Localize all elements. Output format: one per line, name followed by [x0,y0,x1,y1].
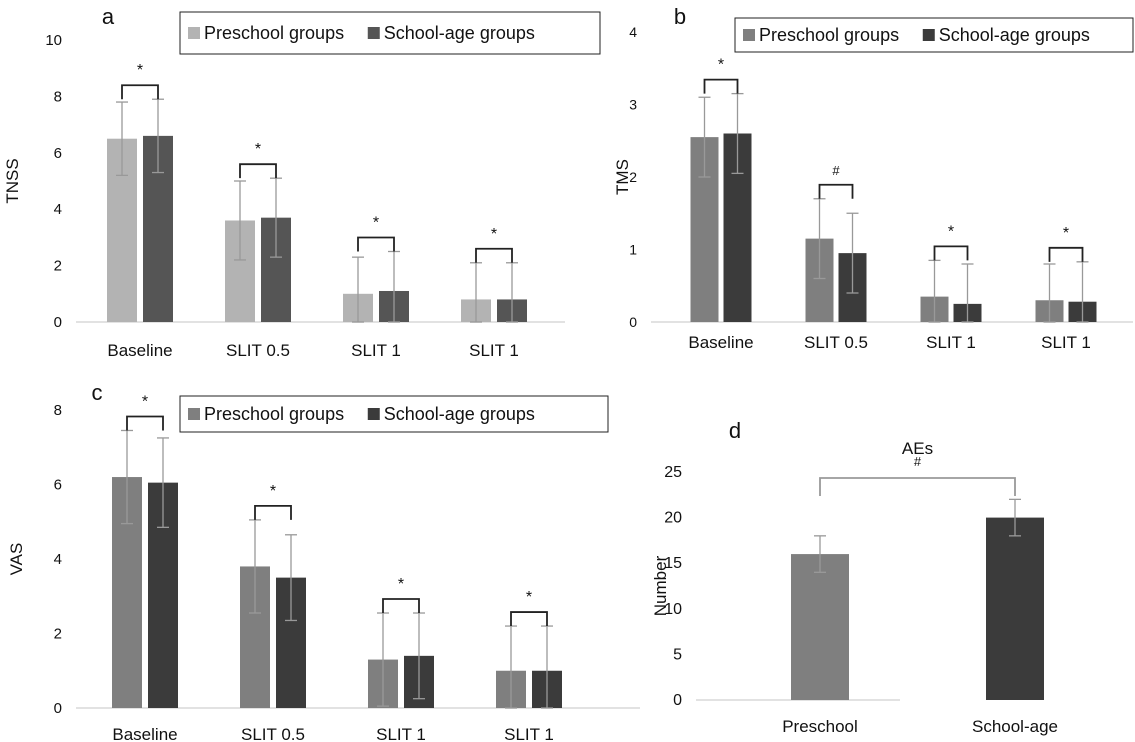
y-tick-label: 20 [664,510,682,527]
y-tick-label: 2 [54,258,62,275]
panel-letter: d [729,418,741,443]
y-tick-label: 4 [54,201,62,218]
bar [791,554,849,700]
significance-bracket [357,236,395,252]
y-axis-label: TMS [613,159,632,195]
y-tick-label: 10 [45,32,62,49]
x-tick-label: School-age [972,717,1058,736]
y-tick-label: 3 [629,97,637,113]
y-axis-label: Number [651,555,670,616]
x-tick-label: SLIT 1 [376,725,426,742]
significance-marker: * [142,393,148,410]
x-tick-label: Baseline [688,333,753,352]
y-tick-label: 10 [664,601,682,618]
legend-label: Preschool groups [759,25,899,45]
y-tick-label: 0 [54,700,62,717]
significance-bracket [239,163,277,179]
x-tick-label: Baseline [112,725,177,742]
x-tick-label: SLIT 1 [351,341,401,360]
y-tick-label: 5 [673,646,682,663]
x-tick-label: Baseline [107,341,172,360]
significance-bracket [703,78,739,94]
y-tick-label: 15 [664,555,682,572]
y-tick-label: 8 [54,402,62,419]
significance-marker: * [398,576,404,593]
significance-bracket [510,611,548,627]
y-tick-label: 8 [54,88,62,105]
legend-box [179,395,609,433]
y-tick-label: 4 [54,551,62,568]
y-tick-label: 2 [54,626,62,643]
significance-marker: # [914,454,922,469]
y-tick-label: 0 [54,314,62,331]
y-tick-label: 0 [673,692,682,709]
legend-swatch [188,408,200,420]
chart-title: AEs [902,439,933,458]
legend-label: School-age groups [384,23,535,43]
significance-bracket [818,183,854,199]
x-tick-label: SLIT 0.5 [241,725,305,742]
panel-b-tms-chart: b TMS 0 1 2 3 4 Baseline * SLIT 0.5 # SLIT 1 * SLIT 1… [613,4,1134,352]
y-axis-label: VAS [7,543,26,576]
legend-swatch [743,29,755,41]
significance-marker: * [948,223,954,240]
significance-bracket [933,245,969,261]
panel-letter: c [92,380,103,405]
legend-label: Preschool groups [204,404,344,424]
panel-letter: b [674,4,686,29]
legend-label: Preschool groups [204,23,344,43]
significance-marker: * [270,483,276,500]
y-tick-label: 25 [664,464,682,481]
y-tick-label: 6 [54,477,62,494]
panel-a-tnss-chart: a TNSS 0 2 4 6 8 10 Baseline * SLIT 0.5 * SLIT 1 * SLI… [3,4,601,360]
y-tick-label: 2 [629,169,637,185]
y-tick-label: 1 [629,242,637,258]
y-axis-label: TNSS [3,158,22,203]
significance-marker: * [526,589,532,606]
legend-label: School-age groups [384,404,535,424]
significance-bracket [819,477,1016,496]
panel-letter: a [102,4,115,29]
significance-marker: * [718,57,724,74]
legend-swatch [367,408,380,420]
significance-bracket [121,84,159,100]
panel-c-vas-chart: c VAS 0 2 4 6 8 Baseline * SLIT 0.5 * SLIT 1 * SLIT 1… [7,380,640,742]
x-tick-label: SLIT 1 [504,725,554,742]
y-tick-label: 0 [629,314,637,330]
significance-marker: * [255,141,261,158]
significance-bracket [475,247,513,263]
bar [986,517,1044,700]
panel-d-aes-chart: d AEs Number 0 5 10 15 20 25 Preschool School-age # [651,418,1058,736]
significance-marker: * [1063,225,1069,242]
x-tick-label: SLIT 0.5 [226,341,290,360]
legend-label: School-age groups [939,25,1090,45]
significance-bracket [382,598,420,614]
x-tick-label: SLIT 1 [1041,333,1091,352]
significance-marker: # [832,163,840,178]
y-tick-label: 6 [54,145,62,162]
y-tick-label: 4 [629,24,637,40]
significance-marker: * [137,62,143,79]
x-tick-label: SLIT 1 [926,333,976,352]
x-tick-label: Preschool [782,717,858,736]
legend-swatch [188,27,200,39]
significance-bracket [254,504,292,520]
legend-swatch [367,27,380,39]
x-tick-label: SLIT 0.5 [804,333,868,352]
significance-marker: * [373,215,379,232]
significance-marker: * [491,226,497,243]
legend-swatch [922,29,935,41]
legend-box [179,11,601,55]
x-tick-label: SLIT 1 [469,341,519,360]
significance-bracket [1048,246,1084,262]
significance-bracket [126,415,164,431]
